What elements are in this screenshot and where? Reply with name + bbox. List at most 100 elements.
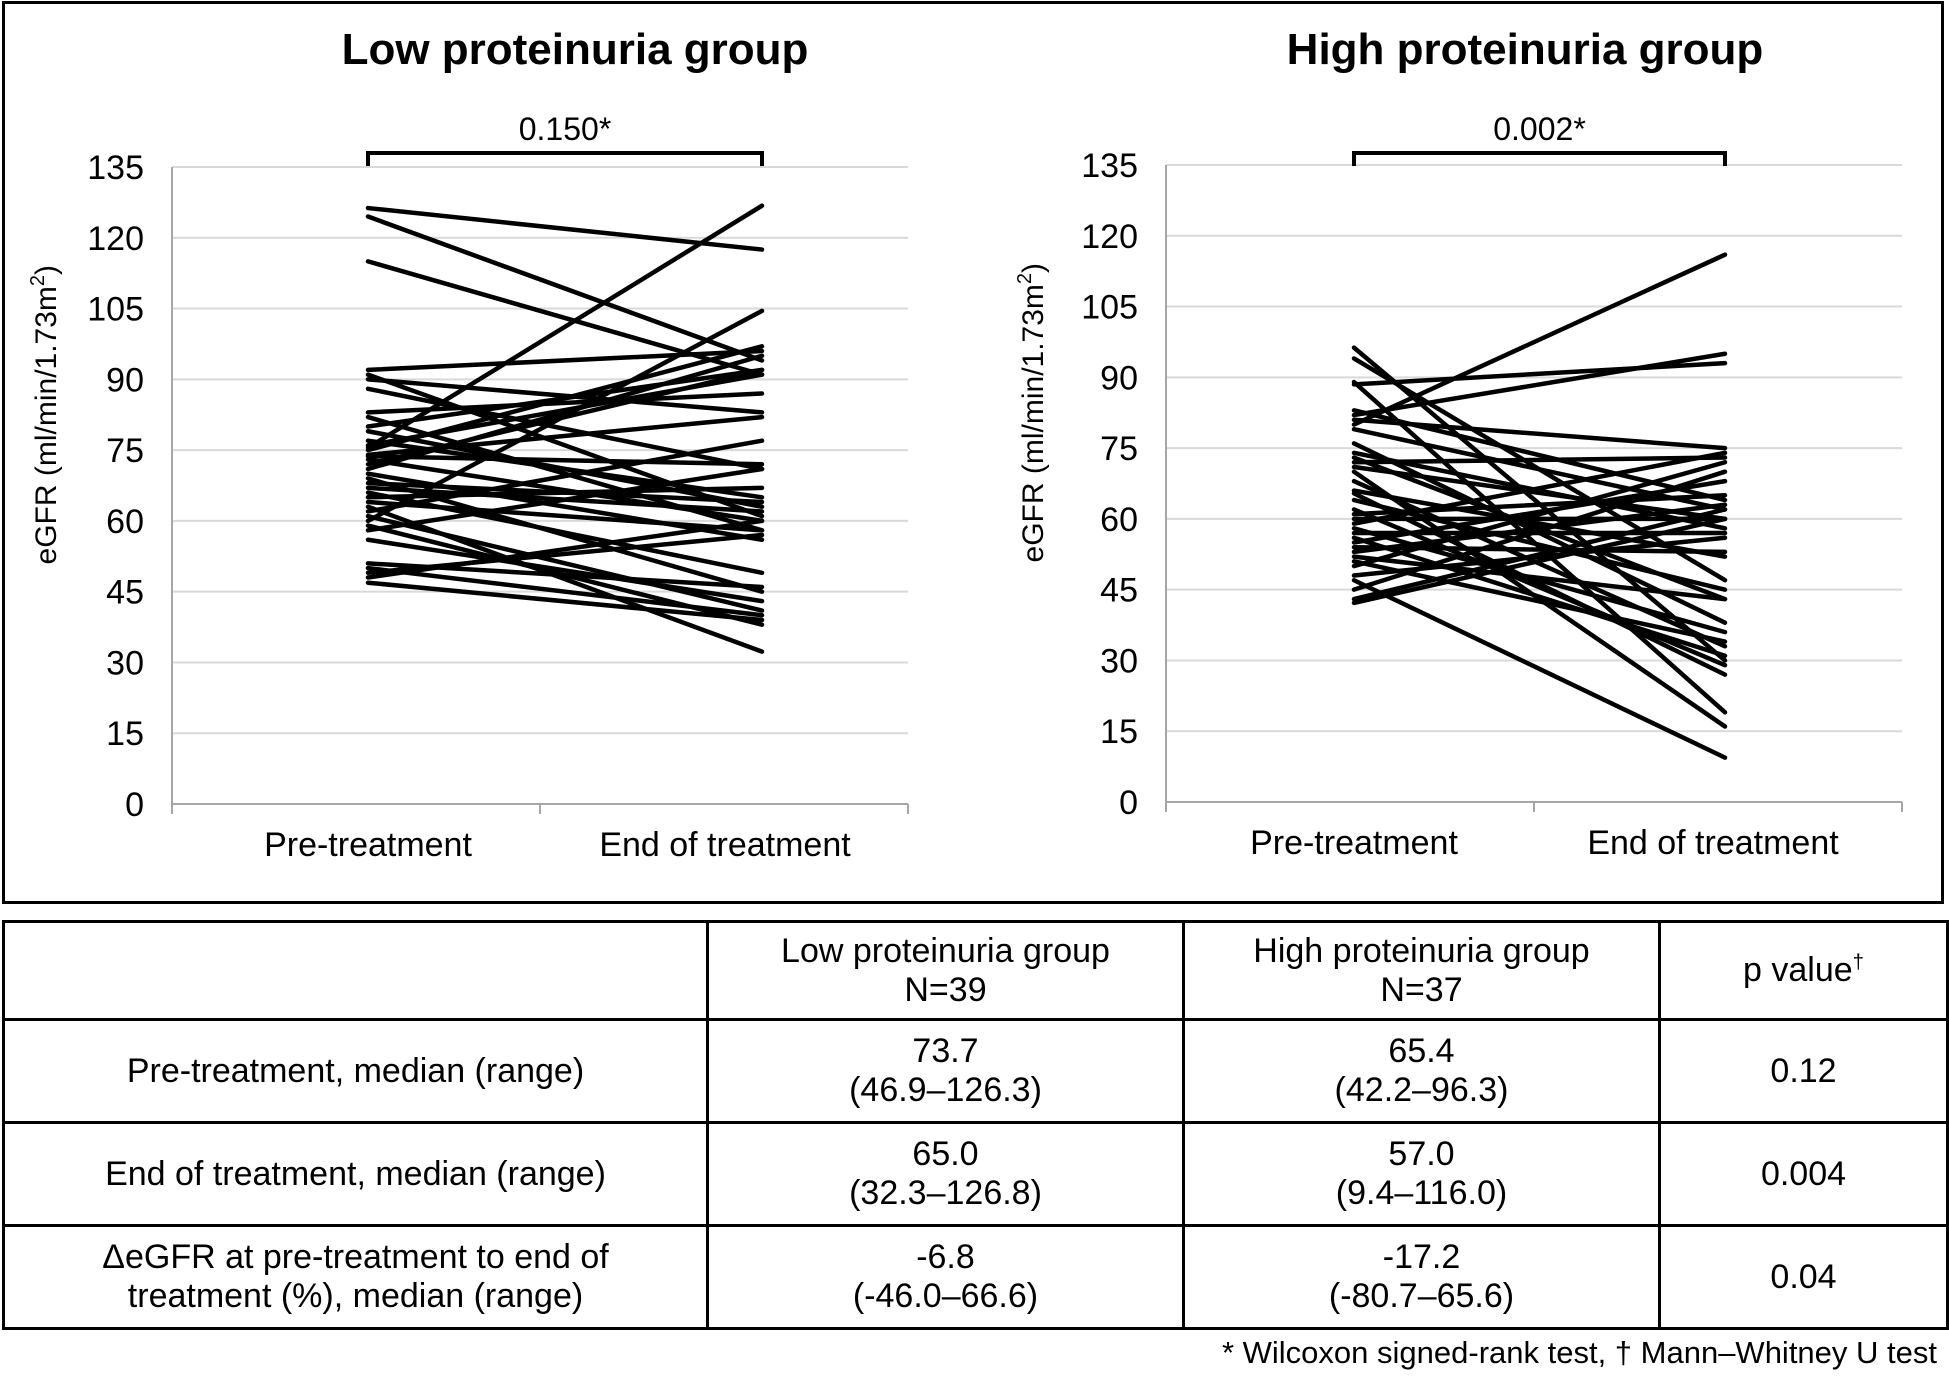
patient-line: [1351, 464, 1728, 522]
patient-line: [1351, 559, 1728, 644]
patient-line: [1351, 460, 1728, 569]
y-axis-label: eGFR (ml/min/1.73m2): [27, 265, 63, 565]
patient-line: [365, 259, 765, 377]
y-tick-label: 120: [87, 220, 144, 258]
patient-line: [1351, 491, 1728, 677]
header-low-title: Low proteinuria group: [781, 931, 1110, 970]
patient-line: [365, 386, 765, 472]
patient-line: [1351, 469, 1728, 592]
header-high-n: N=37: [1380, 970, 1463, 1009]
row-high-cell: -17.2 (-80.7–65.6): [1182, 1224, 1661, 1330]
patient-line: [1351, 252, 1728, 427]
patient-line: [365, 565, 765, 618]
patient-line: [365, 580, 765, 623]
table-row: ΔeGFR at pre-treatment to end of treatme…: [2, 1224, 1949, 1330]
row-high-cell: 57.0 (9.4–116.0): [1182, 1121, 1661, 1227]
y-tick-label: 15: [106, 715, 144, 753]
y-tick-label: 45: [1100, 572, 1138, 610]
y-tick-label: 90: [1100, 359, 1138, 397]
patient-line: [1351, 417, 1728, 451]
patient-line: [365, 518, 765, 580]
summary-table: Low proteinuria group N=39 High proteinu…: [2, 920, 1949, 1330]
y-tick-label: 0: [1119, 784, 1138, 822]
patient-line: [1351, 535, 1728, 658]
y-tick-label: 120: [1081, 218, 1138, 256]
figure-frame: [2, 1, 1944, 904]
header-pvalue-dagger: †: [1852, 951, 1864, 974]
comparison-p-value: 0.002*: [1493, 111, 1586, 147]
header-high-title: High proteinuria group: [1253, 931, 1590, 970]
patient-line: [365, 485, 765, 500]
footnote: * Wilcoxon signed-rank test, † Mann–Whit…: [1221, 1335, 1937, 1370]
patient-line: [365, 377, 765, 415]
row-pvalue: 0.04: [1658, 1224, 1949, 1330]
patient-line: [365, 537, 765, 604]
y-tick-label: 60: [1100, 501, 1138, 539]
patient-line: [365, 499, 765, 533]
patient-line: [1351, 455, 1728, 465]
patient-line: [1351, 450, 1728, 531]
row-pvalue: 0.004: [1658, 1121, 1949, 1227]
row-low-cell: 73.7 (46.9–126.3): [706, 1018, 1185, 1124]
patient-line: [365, 348, 765, 373]
header-high-group: High proteinuria group N=37: [1182, 920, 1661, 1021]
high-median: 65.4: [1388, 1032, 1455, 1070]
row-high-cell: 65.4 (42.2–96.3): [1182, 1018, 1661, 1124]
header-pvalue: p value†: [1658, 920, 1949, 1021]
patient-line: [1351, 450, 1728, 526]
patient-line: [365, 466, 765, 533]
table-row: End of treatment, median (range) 65.0 (3…: [2, 1121, 1949, 1227]
header-pvalue-label: p value: [1743, 951, 1853, 989]
header-low-n: N=39: [904, 970, 987, 1009]
patient-line: [1351, 507, 1728, 602]
y-tick-label: 90: [106, 361, 144, 399]
patient-line: [365, 203, 765, 451]
patient-line: [1351, 360, 1728, 387]
y-tick-label: 0: [125, 786, 144, 824]
y-axis-label: eGFR (ml/min/1.73m2): [1014, 263, 1050, 563]
low-range: (-46.0–66.6): [852, 1277, 1039, 1315]
y-tick-label: 45: [106, 574, 144, 612]
row-label: Pre-treatment, median (range): [2, 1018, 709, 1124]
patient-line: [365, 308, 765, 524]
y-tick-label: 105: [1081, 289, 1138, 327]
y-tick-label: 75: [1100, 430, 1138, 468]
x-category-label: End of treatment: [599, 826, 851, 864]
patient-line: [365, 453, 765, 467]
patient-line: [1351, 379, 1728, 715]
low-range: (46.9–126.3): [849, 1071, 1042, 1109]
patient-line: [365, 214, 765, 363]
low-median: 73.7: [912, 1032, 979, 1070]
y-tick-label: 15: [1100, 713, 1138, 751]
header-low-group: Low proteinuria group N=39: [706, 920, 1185, 1021]
patient-line: [365, 353, 765, 472]
x-category-label: End of treatment: [1587, 824, 1839, 862]
high-range: (9.4–116.0): [1335, 1174, 1508, 1212]
high-range: (-80.7–65.6): [1328, 1277, 1515, 1315]
y-tick-label: 135: [87, 149, 144, 187]
patient-line: [365, 438, 765, 514]
row-label: ΔeGFR at pre-treatment to end of treatme…: [2, 1224, 709, 1330]
table-header-row: Low proteinuria group N=39 High proteinu…: [2, 920, 1949, 1021]
high-proteinuria-chart: High proteinuria group 0 15 30 45 60 75 90 105 12…: [1014, 25, 1903, 862]
low-median: -6.8: [916, 1238, 975, 1276]
comparison-bracket: [366, 151, 764, 166]
high-median: -17.2: [1382, 1238, 1461, 1276]
low-range: (32.3–126.8): [849, 1174, 1042, 1212]
table-row: Pre-treatment, median (range) 73.7 (46.9…: [2, 1018, 1949, 1124]
high-range: (42.2–96.3): [1334, 1071, 1509, 1109]
low-median: 65.0: [912, 1135, 979, 1173]
high-median: 57.0: [1388, 1135, 1455, 1173]
row-pvalue: 0.12: [1658, 1018, 1949, 1124]
header-blank: [2, 920, 709, 1021]
low-proteinuria-chart: Low proteinuria group 0 15 30 45 60 75 90 105 120…: [27, 25, 909, 864]
y-tick-label: 135: [1081, 147, 1138, 185]
y-tick-label: 30: [106, 644, 144, 682]
patient-line: [1351, 426, 1728, 512]
y-tick-label: 105: [87, 291, 144, 329]
patient-line: [1351, 497, 1728, 592]
y-tick-label: 75: [106, 432, 144, 470]
patient-line: [1351, 351, 1728, 418]
patient-line: [1351, 478, 1728, 649]
patient-line: [1351, 507, 1728, 668]
